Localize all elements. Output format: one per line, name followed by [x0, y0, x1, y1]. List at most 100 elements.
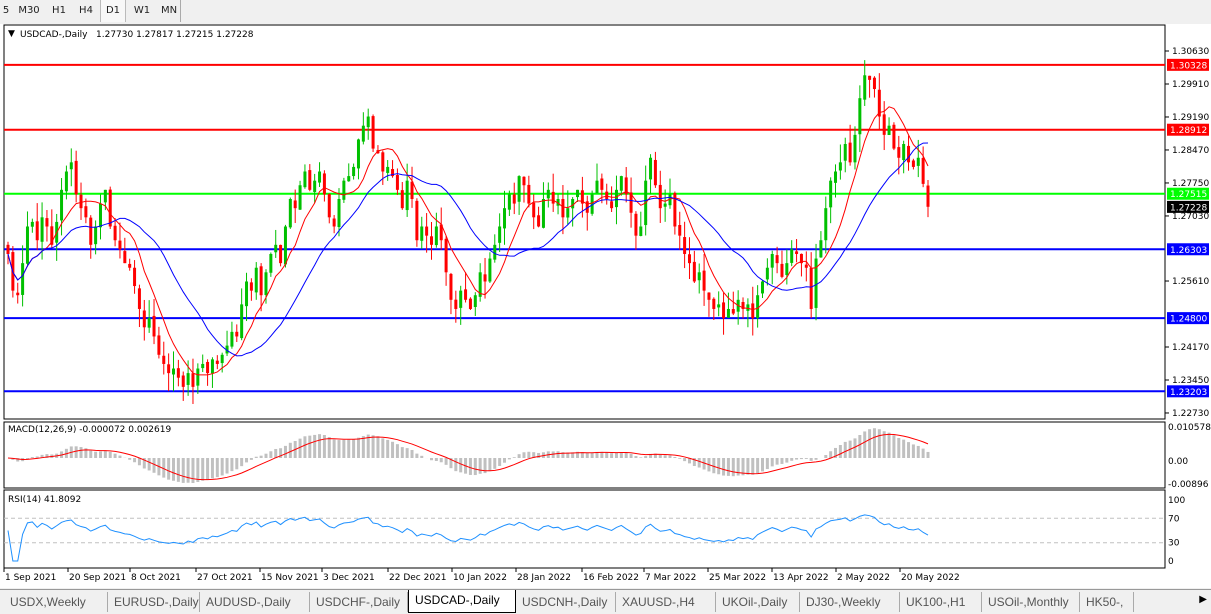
tab-uk100-h1[interactable]: UK100-,H1	[900, 592, 982, 612]
bull-candle	[303, 171, 307, 188]
bull-candle	[60, 189, 64, 221]
bull-candle	[576, 189, 580, 198]
price-tick-label: 1.27750	[1172, 179, 1209, 189]
bear-candle	[532, 202, 536, 218]
bear-candle	[741, 302, 745, 309]
bear-candle	[50, 226, 54, 245]
timeframe-d1[interactable]: D1	[100, 0, 126, 22]
date-label: 16 Feb 2022	[583, 573, 639, 583]
timeframe-m30[interactable]: M30	[18, 5, 40, 16]
bear-candle	[692, 261, 696, 282]
bull-candle	[726, 308, 730, 318]
bear-candle	[551, 191, 555, 204]
bull-candle	[517, 176, 521, 202]
bear-candle	[702, 270, 706, 291]
price-tick-label: 1.22730	[1172, 409, 1209, 419]
bear-candle	[293, 200, 297, 209]
bull-candle	[337, 198, 341, 228]
date-label: 20 May 2022	[901, 573, 960, 583]
bear-candle	[395, 175, 399, 190]
tab-scroll-right-icon[interactable]: ▶	[1199, 594, 1207, 605]
bear-candle	[113, 225, 117, 241]
rsi-label: RSI(14) 41.8092	[8, 495, 81, 505]
bull-candle	[838, 162, 842, 171]
symbol-label: USDCAD-,Daily	[20, 30, 88, 40]
bull-candle	[507, 194, 511, 210]
bear-candle	[123, 251, 127, 264]
bear-candle	[653, 159, 657, 186]
bull-candle	[459, 290, 463, 308]
price-level-badge	[1167, 385, 1209, 398]
bull-candle	[488, 258, 492, 282]
bear-candle	[468, 298, 472, 309]
bull-candle	[770, 253, 774, 268]
bull-candle	[230, 331, 234, 347]
bear-candle	[157, 335, 161, 355]
bear-candle	[439, 224, 443, 241]
price-tick-label: 1.25610	[1172, 277, 1209, 287]
tab-ukoil-daily[interactable]: UKOil-,Daily	[716, 592, 800, 612]
date-label: 15 Nov 2021	[261, 573, 319, 583]
chart-tabs: HK50-, USOil-,Monthly UK100-,H1 DJ30-,Weekl…	[0, 589, 1211, 614]
bull-candle	[765, 267, 769, 280]
price-tick-label: 1.28470	[1172, 146, 1209, 156]
timeframe-h1[interactable]: H1	[52, 5, 66, 16]
bull-candle	[663, 203, 667, 207]
bear-candle	[249, 282, 253, 291]
bear-candle	[259, 266, 263, 296]
bear-candle	[926, 185, 930, 207]
bear-candle	[133, 267, 137, 287]
bear-candle	[868, 75, 872, 80]
timeframe-mn[interactable]: MN	[160, 5, 178, 16]
price-level-badge	[1167, 312, 1209, 325]
bull-candle	[30, 221, 34, 227]
slow-moving-average-line	[7, 142, 929, 357]
timeframe-5[interactable]: 5	[2, 5, 10, 16]
bear-candle	[89, 217, 93, 245]
bull-candle	[760, 281, 764, 294]
timeframe-w1[interactable]: W1	[133, 5, 151, 16]
tab-hk50-[interactable]: HK50-,	[1080, 592, 1134, 612]
price-chart[interactable]: ▼ USDCAD-,Daily 1.27730 1.27817 1.27215 1.…	[0, 24, 1211, 588]
bull-candle	[785, 263, 789, 276]
price-level-label: 1.26303	[1170, 246, 1207, 256]
bear-candle	[74, 160, 78, 195]
price-tick-label: 1.27030	[1172, 212, 1209, 222]
tab-usdx-weekly[interactable]: USDX,Weekly	[4, 592, 108, 612]
bull-candle	[420, 226, 424, 241]
bear-candle	[775, 255, 779, 264]
bear-candle	[84, 206, 88, 218]
macd-label: MACD(12,26,9) -0.000072 0.002619	[8, 425, 171, 435]
tab-usdchf-daily[interactable]: USDCHF-,Daily	[310, 592, 408, 612]
timeframe-h4[interactable]: H4	[79, 5, 93, 16]
tab-usoil-monthly[interactable]: USOil-,Monthly	[982, 592, 1080, 612]
price-level-label: 1.27515	[1170, 190, 1207, 200]
bull-candle	[25, 226, 29, 264]
bear-candle	[799, 253, 803, 264]
price-tick-label: 1.23450	[1172, 376, 1209, 386]
tab-usdcnh-daily[interactable]: USDCNH-,Daily	[516, 592, 616, 612]
tab-xauusd-h4[interactable]: XAUUSD-,H4	[616, 592, 716, 612]
bull-candle	[790, 249, 794, 263]
bull-candle	[254, 267, 258, 293]
bear-candle	[610, 201, 614, 209]
tab-audusd-daily[interactable]: AUDUSD-,Daily	[200, 592, 310, 612]
toolbar-divider	[180, 0, 181, 22]
bear-candle	[332, 218, 336, 227]
price-tick-label: 1.24170	[1172, 343, 1209, 353]
bull-candle	[493, 244, 497, 260]
tab-dj30-weekly[interactable]: DJ30-,Weekly	[800, 592, 900, 612]
tab-eurusd-daily[interactable]: EURUSD-,Daily	[108, 592, 200, 612]
chart-window[interactable]: ▼ USDCAD-,Daily 1.27730 1.27817 1.27215 1.…	[0, 24, 1211, 588]
bear-candle	[585, 201, 589, 213]
tab-usdcad-daily[interactable]: USDCAD-,Daily	[408, 590, 516, 613]
bull-candle	[746, 304, 750, 311]
date-label: 10 Jan 2022	[453, 573, 507, 583]
bull-candle	[887, 125, 891, 136]
bull-candle	[147, 318, 151, 328]
date-label: 8 Oct 2021	[131, 573, 181, 583]
bear-candle	[235, 331, 239, 337]
bear-candle	[415, 200, 419, 241]
bear-candle	[673, 193, 677, 227]
date-label: 7 Mar 2022	[645, 573, 696, 583]
